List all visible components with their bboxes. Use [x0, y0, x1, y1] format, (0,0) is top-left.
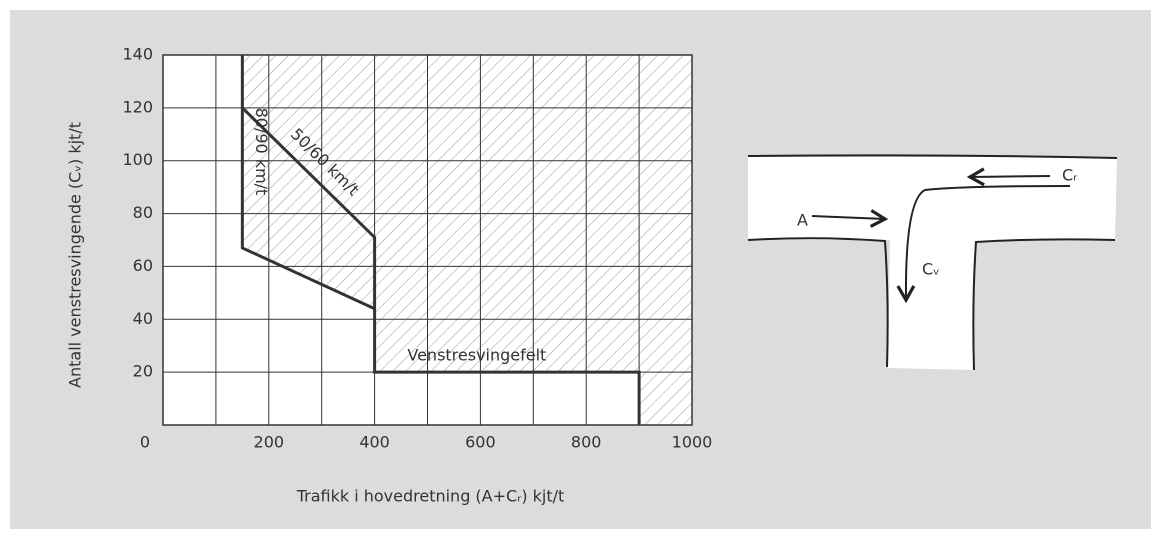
y-tick-label: 20 [133, 362, 153, 381]
line-label: Venstresvingefelt [407, 346, 546, 365]
y-tick-label: 100 [122, 150, 153, 169]
y-tick-label: 60 [133, 256, 153, 275]
x-tick-label: 200 [254, 433, 285, 452]
x-tick-label: 1000 [672, 433, 713, 452]
page: 20 40 60 80 100 120 140 0 200 400 600 800 1000 Trafik… [0, 0, 1161, 539]
y-tick-label: 40 [133, 309, 153, 328]
diagram-label: Cᵣ [1062, 166, 1078, 185]
x-axis-title: Trafikk i hovedretning (A+Cᵣ) kjt/t [296, 487, 565, 506]
diagram-label: Cᵥ [922, 260, 940, 279]
y-tick-label: 80 [133, 203, 153, 222]
y-axis-title: Antall venstresvingende (Cᵥ) kjt/t [66, 122, 85, 388]
y-tick-label: 140 [122, 45, 153, 64]
x-tick-label: 600 [465, 433, 496, 452]
arrow [970, 176, 1050, 177]
diagram-label: A [797, 211, 808, 230]
x-tick-label: 400 [359, 433, 390, 452]
x-tick-label: 0 [140, 433, 150, 452]
x-tick-label: 800 [571, 433, 602, 452]
y-tick-label: 120 [122, 97, 153, 116]
line-label: 80/90 km/t [252, 108, 271, 196]
